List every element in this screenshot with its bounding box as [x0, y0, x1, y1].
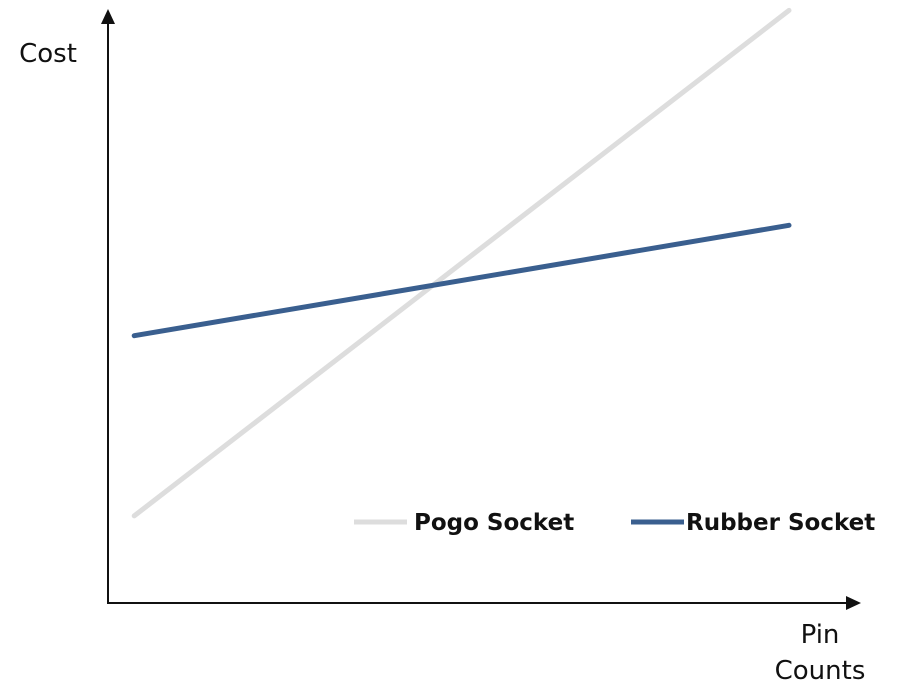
axes [101, 9, 861, 610]
y-axis-arrow-icon [101, 9, 115, 24]
legend-label-pogo-socket: Pogo Socket [414, 510, 574, 536]
series-line-pogo-socket [131, 7, 792, 519]
y-axis-label: Cost [19, 39, 77, 69]
series-group [131, 7, 792, 519]
x-axis-arrow-icon [846, 596, 861, 610]
legend: Pogo Socket Rubber Socket [354, 510, 875, 536]
legend-label-rubber-socket: Rubber Socket [686, 510, 875, 536]
x-axis-label-line1: Pin [801, 620, 840, 650]
x-axis-label-line2: Counts [775, 656, 866, 686]
series-line-rubber-socket [131, 222, 792, 339]
